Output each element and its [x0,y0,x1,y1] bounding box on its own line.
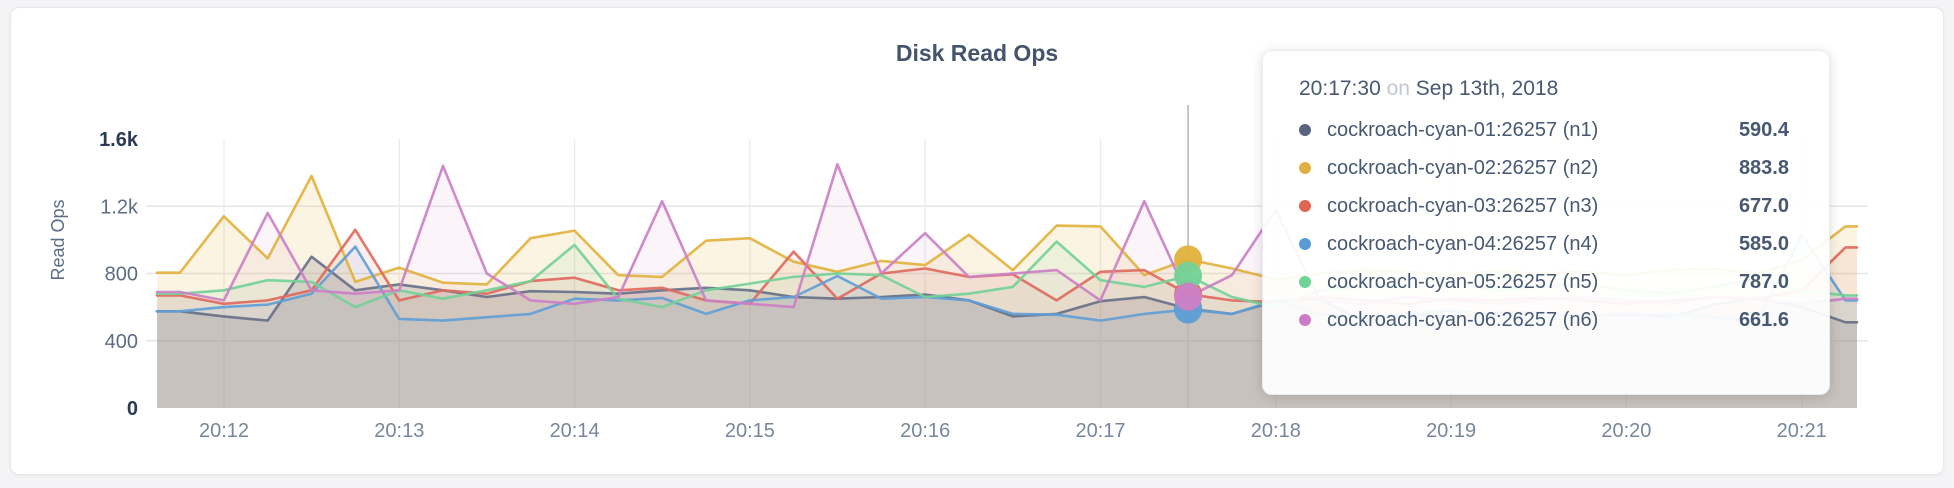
tooltip-row: cockroach-cyan-02:26257 (n2) 883.8 [1299,149,1789,187]
y-tick-label: 400 [105,331,138,353]
x-tick-label: 20:13 [374,420,424,442]
tooltip-series-value: 677.0 [1738,194,1789,217]
tooltip-time: 20:17:30 [1299,77,1381,100]
tooltip-on-word: on [1386,77,1410,100]
series-color-dot-icon [1299,314,1311,326]
tooltip-row: cockroach-cyan-04:26257 (n4) 585.0 [1299,225,1789,263]
y-tick-label: 800 [105,264,138,286]
tooltip-series-name: cockroach-cyan-01:26257 (n1) [1327,118,1599,141]
tooltip-series-value: 787.0 [1738,270,1789,293]
tooltip-rows: cockroach-cyan-01:26257 (n1) 590.4 cockroa… [1299,111,1789,339]
x-tick-label: 20:18 [1251,420,1301,442]
tooltip-series-name: cockroach-cyan-02:26257 (n2) [1327,156,1599,179]
x-tick-label: 20:16 [900,420,950,442]
x-tick-label: 20:20 [1601,420,1651,442]
tooltip-date: Sep 13th, 2018 [1415,77,1559,100]
hover-tooltip: 20:17:30 on Sep 13th, 2018 cockroach-cya… [1262,50,1830,395]
series-color-dot-icon [1299,276,1311,288]
tooltip-series-value: 661.6 [1738,308,1789,331]
tooltip-series-name: cockroach-cyan-06:26257 (n6) [1327,308,1599,331]
x-tick-label: 20:12 [199,420,249,442]
tooltip-row: cockroach-cyan-06:26257 (n6) 661.6 [1299,301,1789,339]
y-tick-label: 1.2k [100,196,139,218]
x-tick-label: 20:17 [1075,420,1125,442]
chart-title: Disk Read Ops [895,40,1059,66]
x-tick-label: 20:21 [1777,420,1827,442]
series-color-dot-icon [1299,238,1311,250]
tooltip-series-name: cockroach-cyan-05:26257 (n5) [1327,270,1599,293]
tooltip-timestamp: 20:17:30 on Sep 13th, 2018 [1299,77,1789,101]
tooltip-row: cockroach-cyan-01:26257 (n1) 590.4 [1299,111,1789,149]
y-tick-label: 1.6k [99,129,139,151]
series-color-dot-icon [1299,162,1311,174]
y-tick-label: 0 [127,398,138,420]
series-color-dot-icon [1299,124,1311,136]
hover-point [1174,261,1203,290]
tooltip-series-name: cockroach-cyan-03:26257 (n3) [1327,194,1599,217]
tooltip-series-value: 585.0 [1738,232,1789,255]
series-color-dot-icon [1299,200,1311,212]
tooltip-series-value: 590.4 [1738,118,1789,141]
tooltip-row: cockroach-cyan-05:26257 (n5) 787.0 [1299,263,1789,301]
hover-point [1174,282,1203,311]
x-tick-label: 20:19 [1426,420,1476,442]
x-tick-label: 20:15 [725,420,775,442]
x-tick-label: 20:14 [550,420,600,442]
tooltip-series-name: cockroach-cyan-04:26257 (n4) [1327,232,1599,255]
tooltip-series-value: 883.8 [1738,156,1789,179]
tooltip-row: cockroach-cyan-03:26257 (n3) 677.0 [1299,187,1789,225]
